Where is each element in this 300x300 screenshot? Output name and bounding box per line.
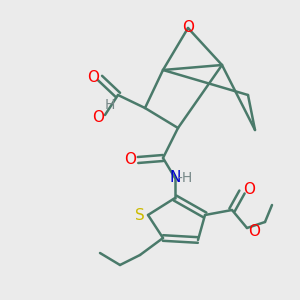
Text: O: O — [124, 152, 136, 167]
Text: O: O — [248, 224, 260, 238]
Text: O: O — [87, 70, 99, 86]
Text: S: S — [135, 208, 145, 224]
Text: O: O — [182, 20, 194, 35]
Text: O: O — [92, 110, 104, 124]
Text: -H: -H — [177, 171, 193, 185]
Text: O: O — [243, 182, 255, 197]
Text: N: N — [169, 170, 181, 185]
Text: H: H — [105, 98, 115, 112]
